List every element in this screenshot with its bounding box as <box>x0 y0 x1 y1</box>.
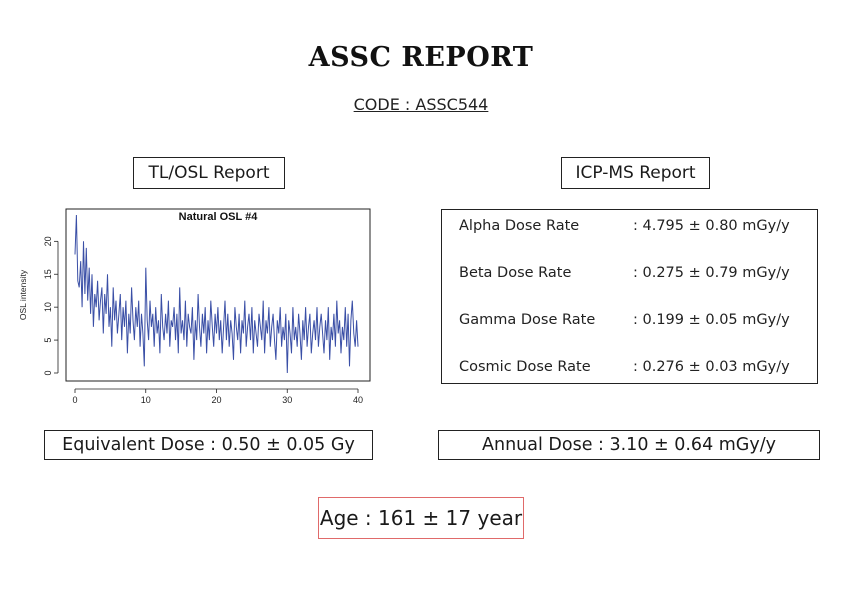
y-tick-label: 5 <box>43 338 53 343</box>
rate-label: Gamma Dose Rate <box>459 312 596 328</box>
osl-series <box>74 214 359 374</box>
rate-label: Beta Dose Rate <box>459 265 572 281</box>
report-code: CODE : ASSC544 <box>353 95 489 114</box>
rate-value: : 0.276 ± 0.03 mGy/y <box>633 359 790 375</box>
rate-label: Alpha Dose Rate <box>459 218 580 234</box>
osl-chart-svg: Natural OSL #4 OSL intensity 0 10 20 30 40 0 5… <box>18 208 371 405</box>
osl-series-line <box>74 214 359 374</box>
x-tick-label: 0 <box>72 395 77 405</box>
axis-ticks: 0 10 20 30 40 0 5 10 15 20 <box>43 236 363 405</box>
icpms-report-heading: ICP-MS Report <box>561 157 710 189</box>
rate-value: : 4.795 ± 0.80 mGy/y <box>633 218 790 234</box>
x-tick-label: 30 <box>282 395 292 405</box>
rate-value: : 0.199 ± 0.05 mGy/y <box>633 312 790 328</box>
age-result: Age : 161 ± 17 year <box>318 497 524 539</box>
y-tick-label: 20 <box>43 236 53 246</box>
y-tick-label: 15 <box>43 269 53 279</box>
tlosl-report-heading: TL/OSL Report <box>133 157 285 189</box>
dose-rates-panel: Alpha Dose Rate : 4.795 ± 0.80 mGy/y Bet… <box>441 209 818 384</box>
osl-chart: Natural OSL #4 OSL intensity 0 10 20 30 40 0 5… <box>14 203 374 408</box>
rate-value: : 0.275 ± 0.79 mGy/y <box>633 265 790 281</box>
y-tick-label: 0 <box>43 370 53 375</box>
y-tick-label: 10 <box>43 302 53 312</box>
report-title: ASSC REPORT <box>308 42 534 73</box>
rate-label: Cosmic Dose Rate <box>459 359 591 375</box>
annual-dose: Annual Dose : 3.10 ± 0.64 mGy/y <box>438 430 820 460</box>
equivalent-dose: Equivalent Dose : 0.50 ± 0.05 Gy <box>44 430 373 460</box>
x-tick-label: 10 <box>141 395 151 405</box>
chart-title: Natural OSL #4 <box>179 211 259 223</box>
x-tick-label: 20 <box>211 395 221 405</box>
x-tick-label: 40 <box>353 395 363 405</box>
y-axis-label: OSL intensity <box>18 269 28 320</box>
plot-frame <box>65 208 371 382</box>
